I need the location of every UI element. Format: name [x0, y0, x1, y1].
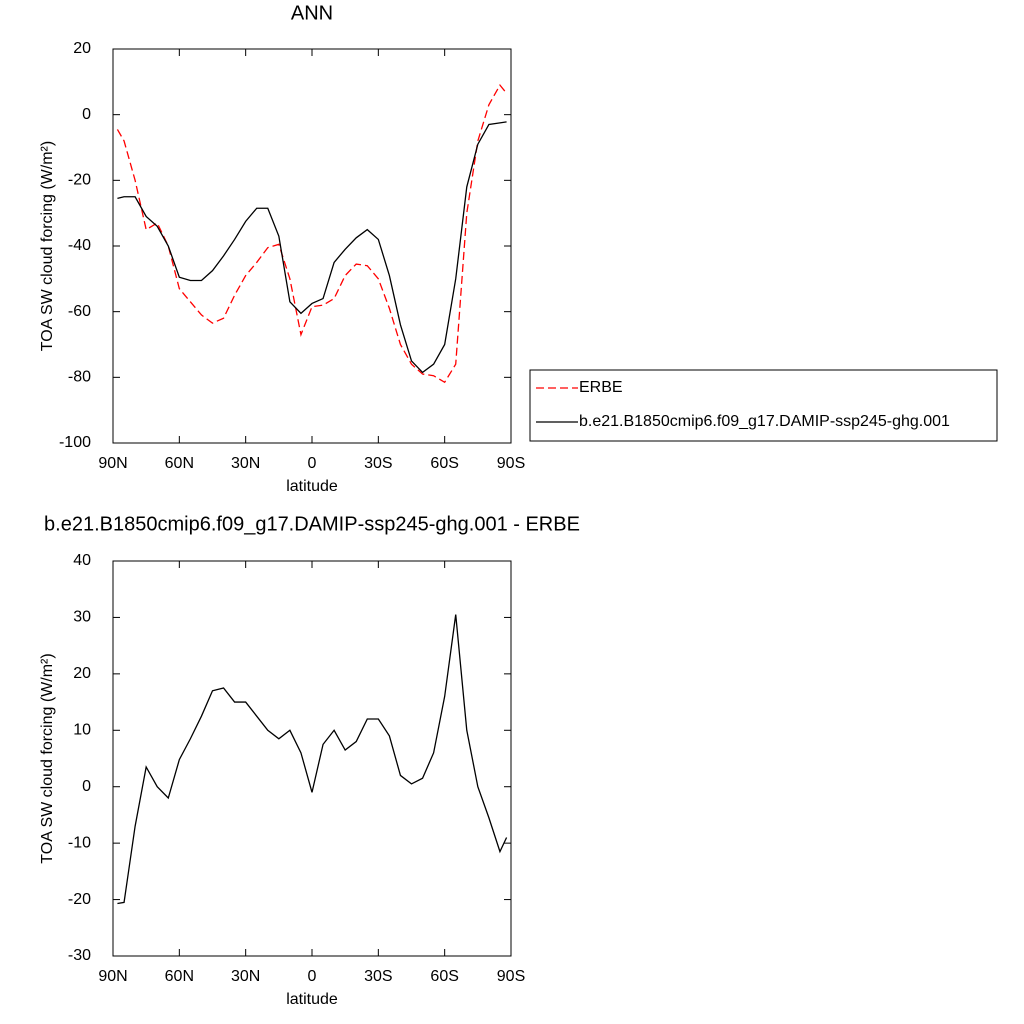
y-axis-label: TOA SW cloud forcing (W/m²): [39, 141, 56, 351]
y-tick-label: 10: [73, 722, 91, 739]
x-tick-label: 60S: [430, 455, 458, 472]
legend-label: ERBE: [579, 379, 623, 396]
y-tick-label: -10: [68, 834, 91, 851]
x-tick-label: 60N: [165, 968, 194, 985]
x-axis-label: latitude: [286, 991, 338, 1008]
legend-box: [529, 369, 998, 442]
x-tick-label: 0: [308, 455, 317, 472]
y-tick-label: -30: [68, 947, 91, 964]
x-tick-label: 60S: [430, 968, 458, 985]
y-tick-label: -60: [68, 303, 91, 320]
x-tick-label: 30S: [364, 968, 392, 985]
chart-title: b.e21.B1850cmip6.f09_g17.DAMIP-ssp245-gh…: [44, 513, 580, 535]
y-tick-label: -20: [68, 172, 91, 189]
x-tick-label: 30N: [231, 968, 260, 985]
x-tick-label: 60N: [165, 455, 194, 472]
legend-label: b.e21.B1850cmip6.f09_g17.DAMIP-ssp245-gh…: [579, 413, 950, 430]
y-tick-label: 20: [73, 665, 91, 682]
y-tick-label: -20: [68, 891, 91, 908]
y-tick-label: -40: [68, 237, 91, 254]
chart-title: ANN: [291, 2, 333, 24]
y-tick-label: -80: [68, 369, 91, 386]
data-line: [117, 121, 507, 374]
x-tick-label: 90N: [98, 455, 127, 472]
data-line: [117, 614, 508, 905]
legend: ERBE b.e21.B1850cmip6.f09_g17.DAMIP-ssp24…: [529, 369, 998, 442]
x-tick-label: 0: [308, 968, 317, 985]
y-tick-label: 0: [82, 106, 91, 123]
plot-frame: [112, 48, 512, 444]
y-tick-label: -100: [59, 434, 91, 451]
x-tick-label: 30S: [364, 455, 392, 472]
data-line: [116, 83, 508, 384]
x-tick-label: 90S: [497, 968, 525, 985]
y-tick-label: 30: [73, 609, 91, 626]
x-axis-label: latitude: [286, 478, 338, 495]
y-tick-label: 0: [82, 778, 91, 795]
y-tick-label: 40: [73, 552, 91, 569]
y-tick-label: 20: [73, 40, 91, 57]
x-tick-label: 30N: [231, 455, 260, 472]
x-tick-label: 90S: [497, 455, 525, 472]
plot-frame: [112, 560, 512, 957]
x-tick-label: 90N: [98, 968, 127, 985]
y-axis-label: TOA SW cloud forcing (W/m²): [39, 653, 56, 863]
